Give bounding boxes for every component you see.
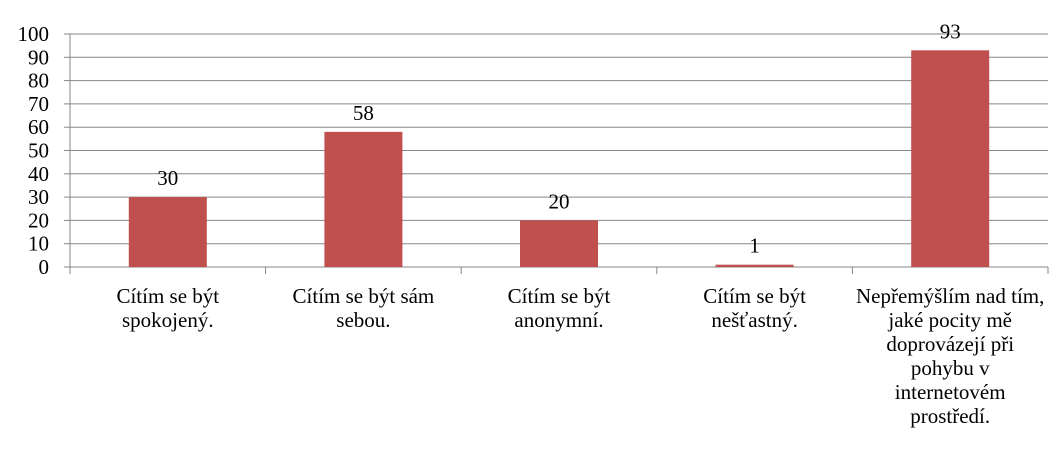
bar	[520, 220, 598, 267]
x-tick-label: Cítím se být sám sebou.	[292, 284, 435, 332]
x-tick-label: Nepřemýšlím nad tím, jaké pocity mě dopr…	[855, 284, 1045, 428]
value-label: 58	[353, 101, 374, 125]
x-label-box: Cítím se být nešťastný.	[703, 284, 806, 332]
value-label: 20	[549, 189, 570, 213]
y-tick-label: 50	[28, 139, 49, 163]
x-label-box: Cítím se být sám sebou.	[292, 284, 435, 332]
y-tick-label: 10	[28, 232, 49, 256]
x-tick-label: Cítím se být anonymní.	[507, 284, 611, 332]
x-tick-label: Cítím se být nešťastný.	[703, 284, 806, 332]
x-label-box: Cítím se být anonymní.	[507, 284, 611, 332]
x-label-box: Nepřemýšlím nad tím, jaké pocity mě dopr…	[855, 284, 1045, 428]
bar	[324, 131, 403, 267]
y-tick-label: 20	[28, 208, 49, 232]
value-label: 93	[940, 19, 961, 43]
y-tick-label: 80	[28, 69, 49, 93]
y-tick-label: 30	[28, 185, 49, 209]
bar	[715, 264, 794, 267]
y-tick-label: 90	[28, 45, 49, 69]
y-tick-label: 60	[28, 115, 49, 139]
value-label: 1	[749, 234, 760, 258]
y-tick-label: 100	[18, 22, 50, 46]
y-tick-label: 40	[28, 162, 49, 186]
y-tick-label: 0	[39, 255, 50, 279]
x-label-box: Cítím se být spokojený.	[116, 284, 220, 332]
x-tick-label: Cítím se být spokojený.	[116, 284, 220, 332]
bar	[911, 50, 990, 268]
value-label: 30	[157, 166, 178, 190]
y-tick-label: 70	[28, 92, 49, 116]
bar	[128, 197, 207, 267]
